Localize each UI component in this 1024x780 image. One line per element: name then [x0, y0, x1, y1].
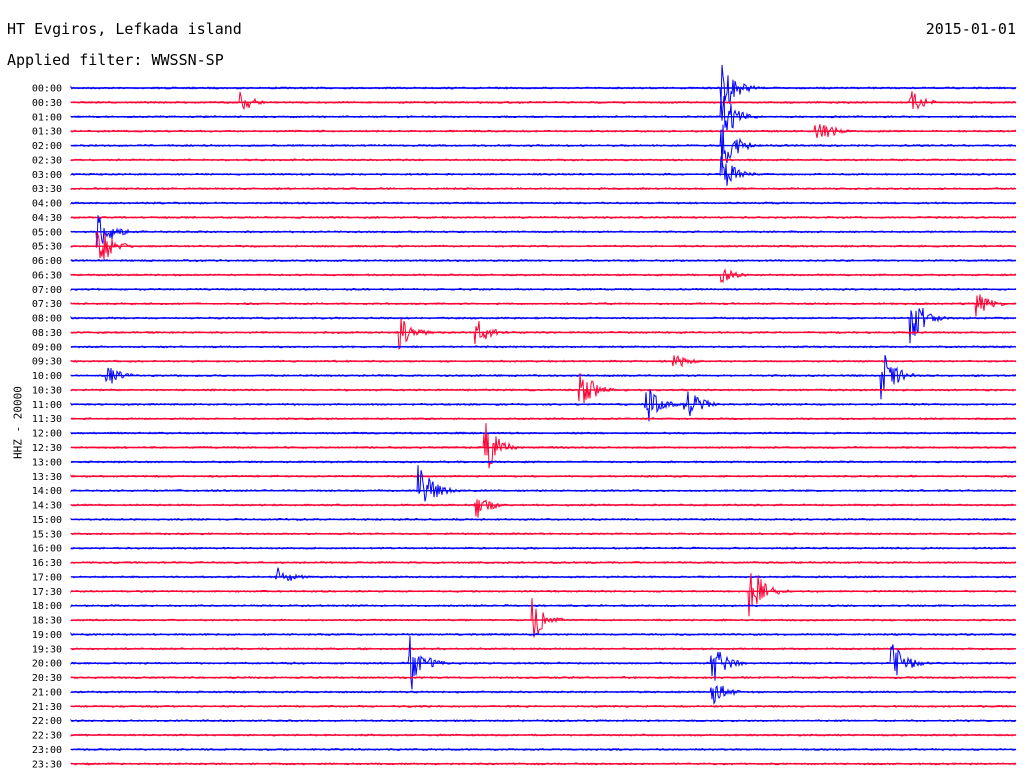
time-tick-label: 16:00 [32, 544, 62, 555]
time-tick-label: 07:00 [32, 285, 62, 296]
time-tick-label: 18:00 [32, 601, 62, 612]
time-tick-label: 15:00 [32, 515, 62, 526]
time-tick-label: 23:00 [32, 745, 62, 756]
time-tick-label: 06:30 [32, 270, 62, 281]
filter-label: Applied filter: WWSSN-SP [7, 51, 224, 69]
time-tick-label: 08:30 [32, 328, 62, 339]
time-tick-label: 12:00 [32, 429, 62, 440]
time-tick-label: 10:00 [32, 371, 62, 382]
time-tick-label: 11:30 [32, 414, 62, 425]
time-tick-label: 03:30 [32, 184, 62, 195]
time-tick-label: 21:00 [32, 687, 62, 698]
station-title: HT Evgiros, Lefkada island [7, 20, 242, 38]
time-tick-label: 14:00 [32, 486, 62, 497]
trace-line [70, 64, 1017, 105]
time-tick-label: 13:00 [32, 457, 62, 468]
trace-line [70, 567, 1017, 582]
trace-line [70, 685, 1017, 705]
time-tick-label: 15:30 [32, 529, 62, 540]
time-tick-label: 10:30 [32, 385, 62, 396]
time-tick-label: 16:30 [32, 558, 62, 569]
time-tick-label: 23:30 [32, 759, 62, 770]
trace-line [70, 294, 1017, 317]
trace-line [70, 499, 1017, 518]
time-tick-label: 00:00 [32, 84, 62, 95]
time-tick-label: 14:30 [32, 501, 62, 512]
time-tick-label: 08:00 [32, 314, 62, 325]
trace-line [70, 465, 1017, 502]
time-tick-label: 04:00 [32, 199, 62, 210]
time-tick-label: 11:00 [32, 400, 62, 411]
time-tick-label: 18:30 [32, 616, 62, 627]
trace-line [70, 308, 1017, 344]
time-tick-label: 20:00 [32, 659, 62, 670]
time-tick-label: 07:30 [32, 299, 62, 310]
time-tick-label: 17:00 [32, 572, 62, 583]
trace-line [70, 373, 1017, 404]
time-tick-label: 00:30 [32, 98, 62, 109]
time-tick-label: 09:00 [32, 342, 62, 353]
trace-line [70, 318, 1016, 350]
time-tick-label: 04:30 [32, 213, 62, 224]
time-tick-label: 09:30 [32, 357, 62, 368]
trace-line [70, 598, 1017, 638]
time-tick-label: 03:00 [32, 170, 62, 181]
time-tick-label: 21:30 [32, 702, 62, 713]
trace-line [70, 268, 1017, 284]
trace-line [70, 573, 1017, 617]
time-tick-label: 01:30 [32, 127, 62, 138]
date-label: 2015-01-01 [925, 20, 1016, 38]
time-tick-label: 05:00 [32, 227, 62, 238]
time-tick-label: 06:00 [32, 256, 62, 267]
time-tick-label: 02:00 [32, 141, 62, 152]
time-tick-label: 22:30 [32, 731, 62, 742]
time-tick-label: 22:00 [32, 716, 62, 727]
time-tick-label: 19:30 [32, 644, 62, 655]
time-tick-label: 01:00 [32, 112, 62, 123]
time-tick-label: 17:30 [32, 587, 62, 598]
time-tick-label: 20:30 [32, 673, 62, 684]
trace-line [70, 91, 1017, 111]
time-tick-label: 12:30 [32, 443, 62, 454]
time-tick-label: 02:30 [32, 155, 62, 166]
time-tick-label: 19:00 [32, 630, 62, 641]
time-tick-label: 05:30 [32, 242, 62, 253]
trace-line [70, 389, 1017, 422]
time-tick-label: 13:30 [32, 472, 62, 483]
